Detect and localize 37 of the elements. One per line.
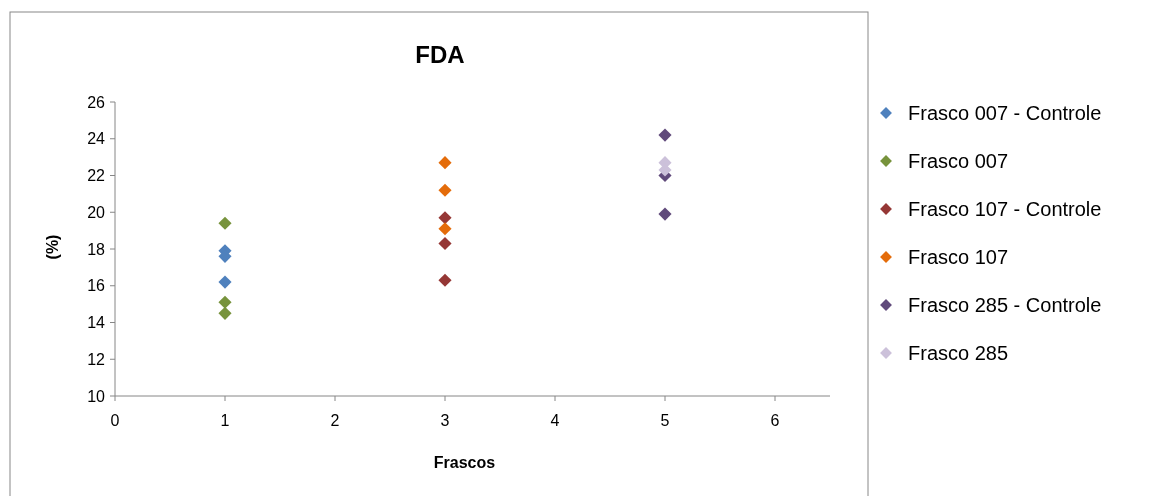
point [658,207,672,221]
x-axis-title: Frascos [433,454,496,471]
y-tick-label: 24 [87,130,106,148]
legend-label: Frasco 107 - Controle [908,198,1102,220]
y-tick-label: 14 [87,314,106,332]
point [218,275,232,289]
legend-label: Frasco 107 [908,246,1009,268]
legend-label: Frasco 285 - Controle [908,294,1102,316]
legend-label: Frasco 007 - Controle [908,102,1102,124]
y-tick-label: 20 [87,203,106,221]
y-tick-label: 18 [87,240,106,258]
legend-label: Frasco 007 [908,150,1009,172]
y-tick-label: 22 [87,167,106,185]
x-tick-label: 2 [330,412,340,429]
x-tick-label: 1 [220,412,230,429]
point [658,128,672,142]
point [438,156,452,170]
point [218,295,232,309]
point [438,273,452,287]
point [218,306,232,320]
point [438,211,452,225]
y-tick-label: 16 [87,277,106,295]
y-tick-label: 10 [87,387,106,405]
x-tick-label: 4 [550,412,560,429]
chart-title: FDA [415,41,465,68]
legend-label: Frasco 285 [908,342,1009,364]
y-axis-title: (%) [44,234,61,260]
x-tick-label: 0 [110,412,120,429]
point [218,216,232,230]
point [438,183,452,197]
x-tick-label: 5 [660,412,670,429]
y-tick-label: 12 [87,350,106,368]
x-tick-label: 6 [770,412,780,429]
y-tick-label: 26 [87,93,106,111]
point [438,222,452,236]
point [438,236,452,251]
x-tick-label: 3 [440,412,450,429]
